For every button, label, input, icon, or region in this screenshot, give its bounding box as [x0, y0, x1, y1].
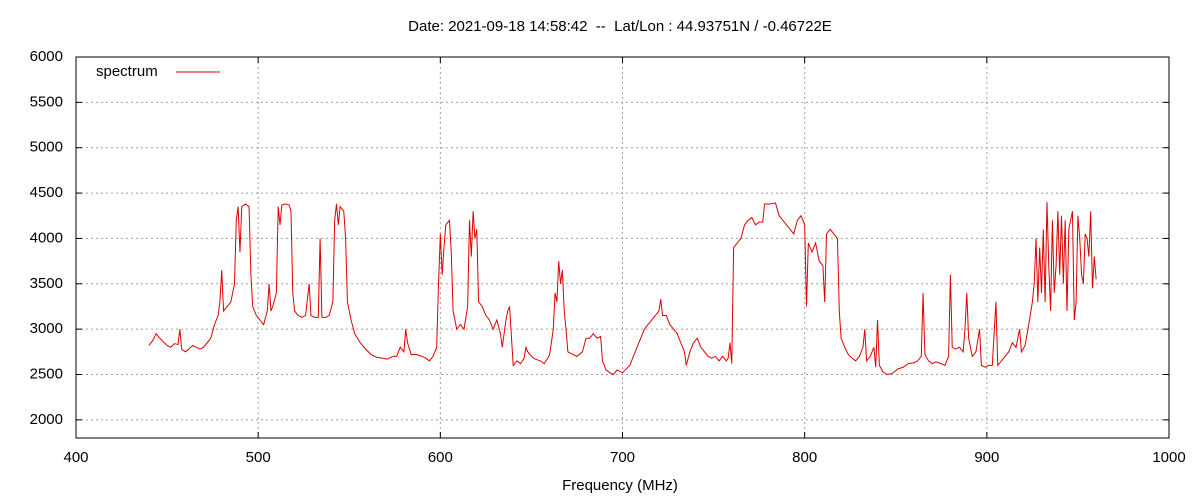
- x-tick-label: 400: [63, 449, 88, 466]
- y-tick-label: 6000: [30, 48, 63, 65]
- x-tick-label: 600: [428, 449, 453, 466]
- x-tick-label: 500: [246, 449, 271, 466]
- y-tick-label: 3500: [30, 275, 63, 292]
- y-tick-label: 5000: [30, 139, 63, 156]
- spectrum-line: [148, 202, 1097, 376]
- x-tick-label: 900: [974, 449, 999, 466]
- y-tick-label: 4000: [30, 229, 63, 246]
- x-axis-label: Frequency (MHz): [562, 477, 678, 494]
- y-tick-label: 4500: [30, 184, 63, 201]
- y-tick-label: 3000: [30, 320, 63, 337]
- y-tick-label: 2000: [30, 411, 63, 428]
- y-tick-label: 5500: [30, 93, 63, 110]
- x-tick-label: 1000: [1152, 449, 1185, 466]
- x-tick-label: 700: [610, 449, 635, 466]
- chart-title: Date: 2021-09-18 14:58:42 -- Lat/Lon : 4…: [408, 18, 832, 35]
- x-tick-label: 800: [792, 449, 817, 466]
- plot-frame: [75, 56, 1170, 439]
- y-tick-label: 2500: [30, 365, 63, 382]
- legend-label: spectrum: [96, 63, 158, 80]
